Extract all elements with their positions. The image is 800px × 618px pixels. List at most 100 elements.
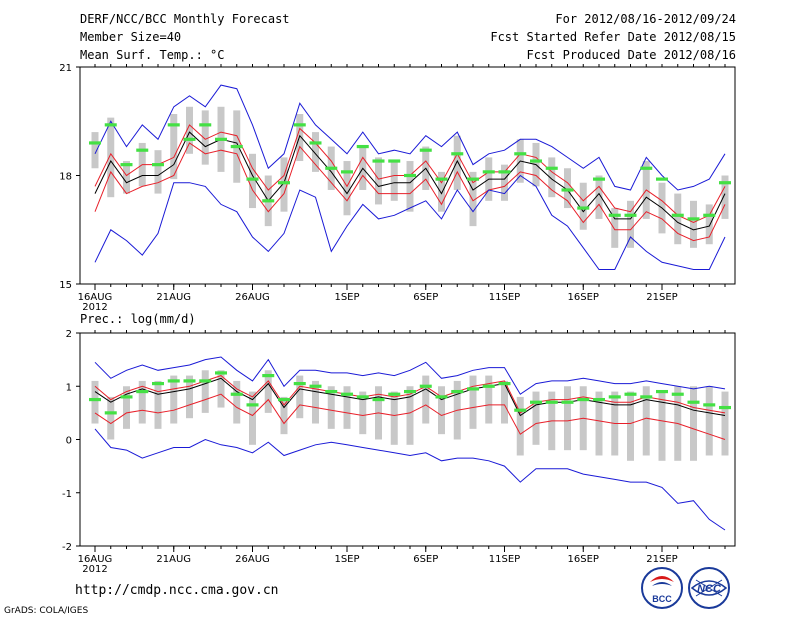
prec-xtick-label: 16SEP [568, 554, 599, 565]
temp-range-box [627, 200, 634, 248]
temp-range-box [123, 161, 130, 194]
temp-range-box [674, 193, 682, 245]
prec-range-box [359, 391, 367, 435]
prec-range-box [532, 391, 540, 445]
temp-range-box [186, 106, 193, 154]
temp-observed-marker [482, 170, 495, 174]
temp-range-box [375, 157, 382, 205]
temp-observed-marker [183, 137, 196, 141]
prec-range-box [280, 396, 288, 435]
temp-range-box [280, 157, 288, 212]
prec-observed-marker [498, 381, 511, 386]
prec-range-box [406, 386, 414, 445]
prec-observed-marker [656, 389, 668, 394]
prec-observed-marker [278, 397, 290, 402]
prec-range-box [469, 375, 477, 429]
bcc-logo-text: BCC [652, 594, 672, 604]
temp-ytick-label: 21 [59, 63, 72, 74]
prec-observed-marker [388, 392, 401, 396]
prec-observed-marker [167, 379, 180, 383]
temp-observed-marker [325, 166, 338, 170]
prec-range-box [705, 386, 713, 456]
forecast-period: For 2012/08/16-2012/09/24 [555, 12, 736, 26]
prec-range-box [249, 391, 256, 445]
prec-range-box [501, 380, 508, 424]
prec-observed-marker [356, 395, 369, 399]
prec-observed-marker [545, 400, 558, 404]
temp-range-box [453, 135, 461, 190]
temp-range-box [501, 164, 508, 201]
temp-observed-marker [372, 159, 385, 163]
temp-observed-marker [703, 213, 716, 217]
temp-ytick-label: 15 [59, 280, 72, 291]
prec-observed-marker [435, 395, 448, 399]
temp-observed-marker [246, 177, 259, 181]
prec-range-box [123, 386, 130, 429]
prec-range-box [721, 391, 729, 456]
temp-observed-marker [136, 148, 149, 152]
temp-range-box [611, 208, 619, 248]
prec-ytick-label: -2 [62, 542, 72, 553]
prec-range-box [233, 380, 241, 424]
temp-xtick-label: 11SEP [489, 292, 520, 303]
prec-observed-marker [309, 384, 322, 388]
prec-range-box [627, 391, 634, 461]
prec-line-spread-upper [94, 375, 726, 414]
prec-observed-marker [104, 411, 117, 415]
temp-observed-marker [356, 144, 369, 149]
prec-observed-marker [451, 389, 464, 394]
temp-observed-marker [262, 199, 275, 203]
chart-title: DERF/NCC/BCC Monthly Forecast [80, 12, 290, 26]
prec-observed-marker [183, 379, 196, 383]
temp-observed-marker [530, 159, 542, 163]
prec-range-box [564, 386, 571, 451]
prec-observed-marker [640, 395, 653, 399]
temp-observed-marker [545, 166, 558, 170]
prec-observed-marker [341, 392, 353, 396]
temp-observed-marker [577, 206, 590, 210]
prec-range-box [438, 386, 445, 435]
member-size-label: Member Size=40 [80, 30, 182, 44]
prec-observed-marker [482, 384, 495, 388]
prec-observed-marker [467, 387, 479, 391]
temp-observed-marker [514, 152, 527, 156]
prec-observed-marker [624, 392, 637, 396]
temp-range-box [406, 161, 414, 212]
prec-observed-marker [325, 389, 338, 394]
temp-observed-marker [561, 188, 574, 192]
temp-xtick-label: 21SEP [646, 292, 677, 303]
prec-range-box [217, 370, 225, 408]
prec-observed-marker [199, 379, 212, 383]
prec-range-box [390, 391, 398, 445]
prec-observed-marker [703, 403, 716, 407]
temp-line-spread-lower [94, 142, 726, 242]
temp-observed-marker [167, 123, 180, 127]
prec-observed-marker [120, 395, 133, 399]
prec-observed-marker [230, 392, 243, 396]
precip-panel-label: Prec.: log(mm/d) [80, 312, 196, 326]
temp-range-box [249, 153, 256, 209]
temp-observed-marker [309, 141, 322, 145]
temp-observed-marker [419, 148, 432, 152]
temp-observed-marker [467, 177, 479, 181]
temp-observed-marker [671, 213, 684, 217]
source-url[interactable]: http://cmdp.ncc.cma.gov.cn [75, 583, 279, 598]
ncc-logo: NCC [688, 567, 730, 609]
temp-observed-marker [120, 163, 133, 167]
temp-range-box [312, 132, 319, 172]
temp-range-box [170, 114, 178, 180]
prec-observed-marker [687, 400, 700, 404]
prec-xtick-label: 26AUG [235, 554, 270, 565]
prec-range-box [642, 386, 650, 456]
prec-observed-marker [577, 397, 590, 402]
prec-observed-marker [671, 392, 684, 396]
prec-observed-marker [136, 389, 149, 394]
temp-observed-marker [89, 141, 101, 145]
forecast-produced-date: Fcst Produced Date 2012/08/16 [526, 48, 736, 62]
temp-range-box [296, 114, 304, 162]
temp-range-box [438, 171, 445, 212]
temp-range-box [201, 110, 209, 165]
temperature-panel: 15 18 21 16AUG 21AUG 26AUG 1SEP 6SEP 11SEP 16SEP 2… [59, 63, 736, 313]
prec-ytick-label: -1 [62, 489, 72, 500]
